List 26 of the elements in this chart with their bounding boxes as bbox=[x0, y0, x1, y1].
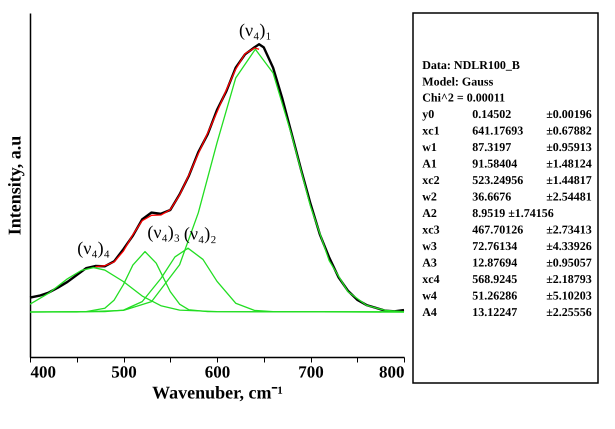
text: Chi^2 = 0.00011 bbox=[422, 90, 506, 105]
text: w4 51.26286 ±5.10203 bbox=[422, 288, 592, 302]
text: Model: Gauss bbox=[422, 74, 494, 88]
x-tick-label: 600 bbox=[204, 362, 230, 382]
text: A1 91.58404 ±1.48124 bbox=[422, 156, 592, 171]
text: xc1 641.17693 ±0.67882 bbox=[422, 124, 592, 138]
x-tick-label: 700 bbox=[298, 362, 324, 382]
text: A2 8.9519 ±1.74156 bbox=[422, 206, 554, 220]
x-tick-label: 500 bbox=[111, 362, 137, 382]
text: xc3 467.70126 ±2.73413 bbox=[422, 222, 592, 236]
y-axis-title: Intensity, a.u bbox=[4, 136, 24, 236]
text: xc4 568.9245 ±2.18793 bbox=[422, 272, 592, 286]
series-label: (ν₄)₃ bbox=[147, 222, 180, 242]
text: y0 0.14502 ±0.00196 bbox=[422, 107, 592, 122]
text: w2 36.6676 ±2.54481 bbox=[422, 190, 592, 204]
text: w3 72.76134 ±4.33926 bbox=[422, 238, 592, 253]
x-tick-label: 400 bbox=[30, 362, 56, 382]
text: Data: NDLR100_B bbox=[422, 58, 520, 72]
text: A3 12.87694 ±0.95057 bbox=[422, 255, 592, 270]
text: A4 13.12247 ±2.25556 bbox=[422, 304, 592, 319]
x-axis-title: Wavenuber, cm⁻¹ bbox=[152, 382, 283, 402]
text: xc2 523.24956 ±1.44817 bbox=[422, 173, 592, 188]
x-tick-label: 800 bbox=[379, 362, 404, 382]
text: w1 87.3197 ±0.95913 bbox=[422, 140, 592, 154]
series-label: (ν₄)₄ bbox=[77, 238, 110, 258]
series-label: (ν₄)₁ bbox=[238, 20, 272, 40]
